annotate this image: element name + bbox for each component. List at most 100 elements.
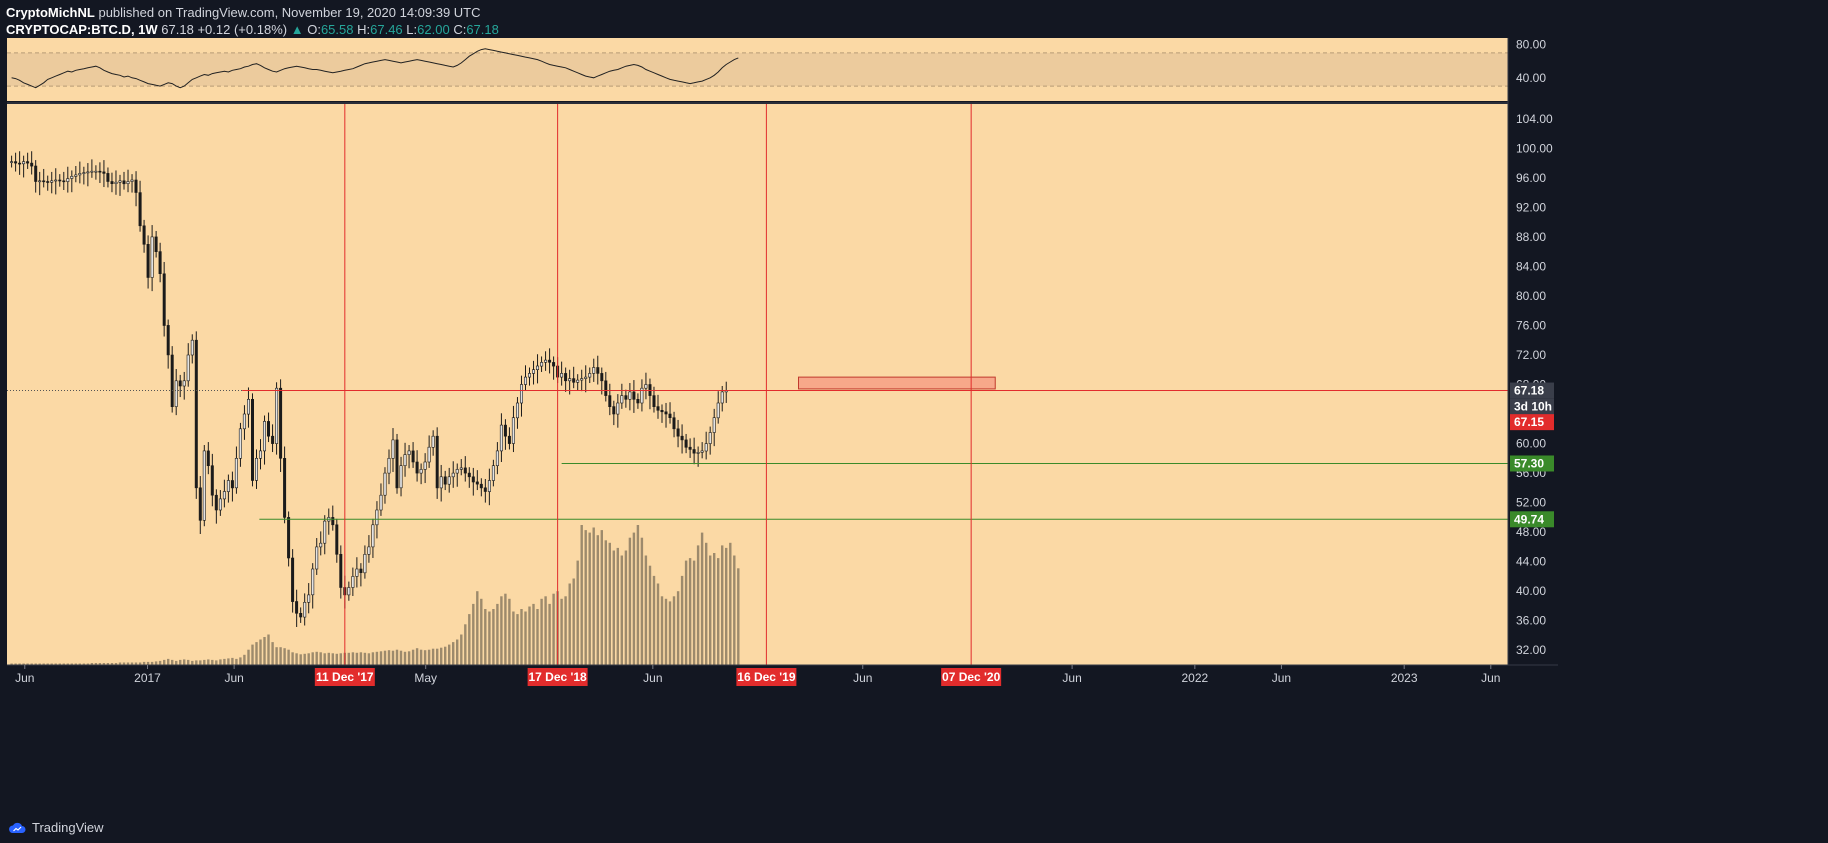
candle-body: [716, 402, 720, 419]
candle-body: [178, 380, 182, 387]
marker-label-text: 07 Dec '20: [942, 670, 1001, 684]
volume-bar: [737, 568, 740, 665]
volume-bar: [271, 642, 274, 665]
candle-body: [588, 373, 592, 378]
volume-bar: [167, 658, 170, 665]
candle-body: [14, 161, 18, 164]
tradingview-logo[interactable]: TradingView: [8, 820, 104, 835]
volume-bar: [721, 545, 724, 665]
low-value: 62.00: [417, 22, 450, 37]
time-tick-label: 2023: [1391, 671, 1418, 685]
horizontal-levels[interactable]: [242, 390, 1558, 520]
price-axis[interactable]: [1508, 38, 1558, 665]
candle-body: [467, 472, 471, 478]
volume-bar: [138, 662, 142, 665]
published-text: published on TradingView.com, November 1…: [98, 5, 481, 20]
volume-bar: [508, 598, 511, 665]
time-tick-label: Jun: [224, 671, 243, 685]
candle-body: [700, 450, 704, 453]
volume-bar: [335, 653, 338, 665]
low-label: L:: [406, 22, 418, 37]
candle-body: [295, 601, 299, 614]
volume-bar: [14, 663, 17, 665]
volume-bar: [62, 663, 65, 665]
candle-body: [287, 517, 291, 559]
candle-body: [66, 178, 70, 182]
candle-body: [355, 568, 359, 577]
level-badge-bg: [1510, 455, 1554, 472]
volume-bar: [717, 558, 720, 665]
resistance-box[interactable]: [798, 376, 996, 390]
candle-body: [628, 391, 632, 400]
volume-bar: [114, 663, 118, 665]
footer: TradingView: [0, 812, 1828, 843]
candle-body: [475, 481, 479, 485]
volume-bar: [195, 660, 198, 665]
candle-body: [379, 494, 383, 511]
price-tick-label: 92.00: [1516, 200, 1546, 214]
chart-canvas[interactable]: 104.00 100.00 96.00 92.00 88.00 84.00 80.00 76.…: [0, 0, 1828, 812]
volume-bar: [163, 659, 166, 665]
candle-body: [483, 487, 487, 492]
candle-body: [122, 180, 126, 185]
candle-body: [255, 457, 259, 481]
volume-bar: [110, 663, 114, 665]
price-pane[interactable]: [7, 104, 1508, 665]
time-tick-label: 2022: [1181, 671, 1208, 685]
candle-body: [427, 446, 431, 463]
rsi-line: [11, 48, 739, 89]
candle-body: [214, 494, 218, 511]
volume-bar: [255, 642, 258, 665]
candle-body: [222, 491, 226, 500]
price-tick-label: 48.00: [1516, 525, 1546, 539]
rsi-tick-label: 40.00: [1516, 71, 1546, 85]
volume-bar: [552, 593, 555, 665]
volume-bar: [524, 611, 527, 665]
author-name[interactable]: CryptoMichNL: [6, 5, 95, 20]
volume-bar: [672, 596, 676, 665]
last-price: 67.18: [161, 22, 194, 37]
volume-bar: [484, 609, 487, 665]
vertical-markers[interactable]: [344, 104, 972, 665]
candle-body: [38, 180, 42, 183]
high-label: H:: [357, 22, 371, 37]
price-axis-ticks: 104.00 100.00 96.00 92.00 88.00 84.00 80.00 76.…: [1507, 38, 1553, 665]
price-badge-label: 67.15: [1514, 415, 1544, 429]
volume-bar: [411, 649, 415, 665]
volume-bar: [38, 663, 41, 665]
volume-bar: [688, 558, 692, 665]
candle-body: [114, 181, 118, 184]
candle-body: [572, 378, 576, 383]
volume-bar: [431, 648, 435, 665]
candle-body: [26, 161, 30, 164]
volume-bar: [203, 659, 206, 665]
volume-bar: [427, 649, 431, 665]
volume-bar: [608, 542, 611, 665]
volume-bar: [42, 663, 45, 665]
candle-body: [42, 180, 46, 183]
volume-bar: [339, 653, 342, 665]
volume-bar: [576, 560, 579, 665]
candle-body: [696, 452, 700, 454]
volume-bar: [512, 611, 515, 665]
candle-body: [299, 612, 303, 618]
symbol-label[interactable]: CRYPTOCAP:BTC.D, 1W: [6, 22, 158, 37]
candle-body: [523, 376, 527, 385]
volume-bar: [387, 650, 391, 665]
time-axis-ticks: Jun 2017 Jun May Jun Jun Jun 2022 Jun 2023 Jun: [7, 664, 1558, 685]
candle-body: [684, 439, 688, 448]
price-badge-label: 67.18: [1514, 384, 1544, 398]
volume-bar: [347, 652, 350, 665]
volume-bar: [34, 663, 37, 665]
volume-bar: [142, 661, 146, 665]
candle-body: [130, 179, 134, 182]
candle-body: [367, 546, 371, 555]
candle-body: [455, 469, 459, 474]
candle-body: [351, 576, 355, 588]
volume-bars: [10, 525, 740, 665]
candle-body: [134, 179, 138, 193]
candle-body: [58, 179, 62, 182]
candle-body: [359, 568, 363, 574]
volume-bar: [94, 663, 98, 665]
candle-body: [564, 373, 568, 382]
